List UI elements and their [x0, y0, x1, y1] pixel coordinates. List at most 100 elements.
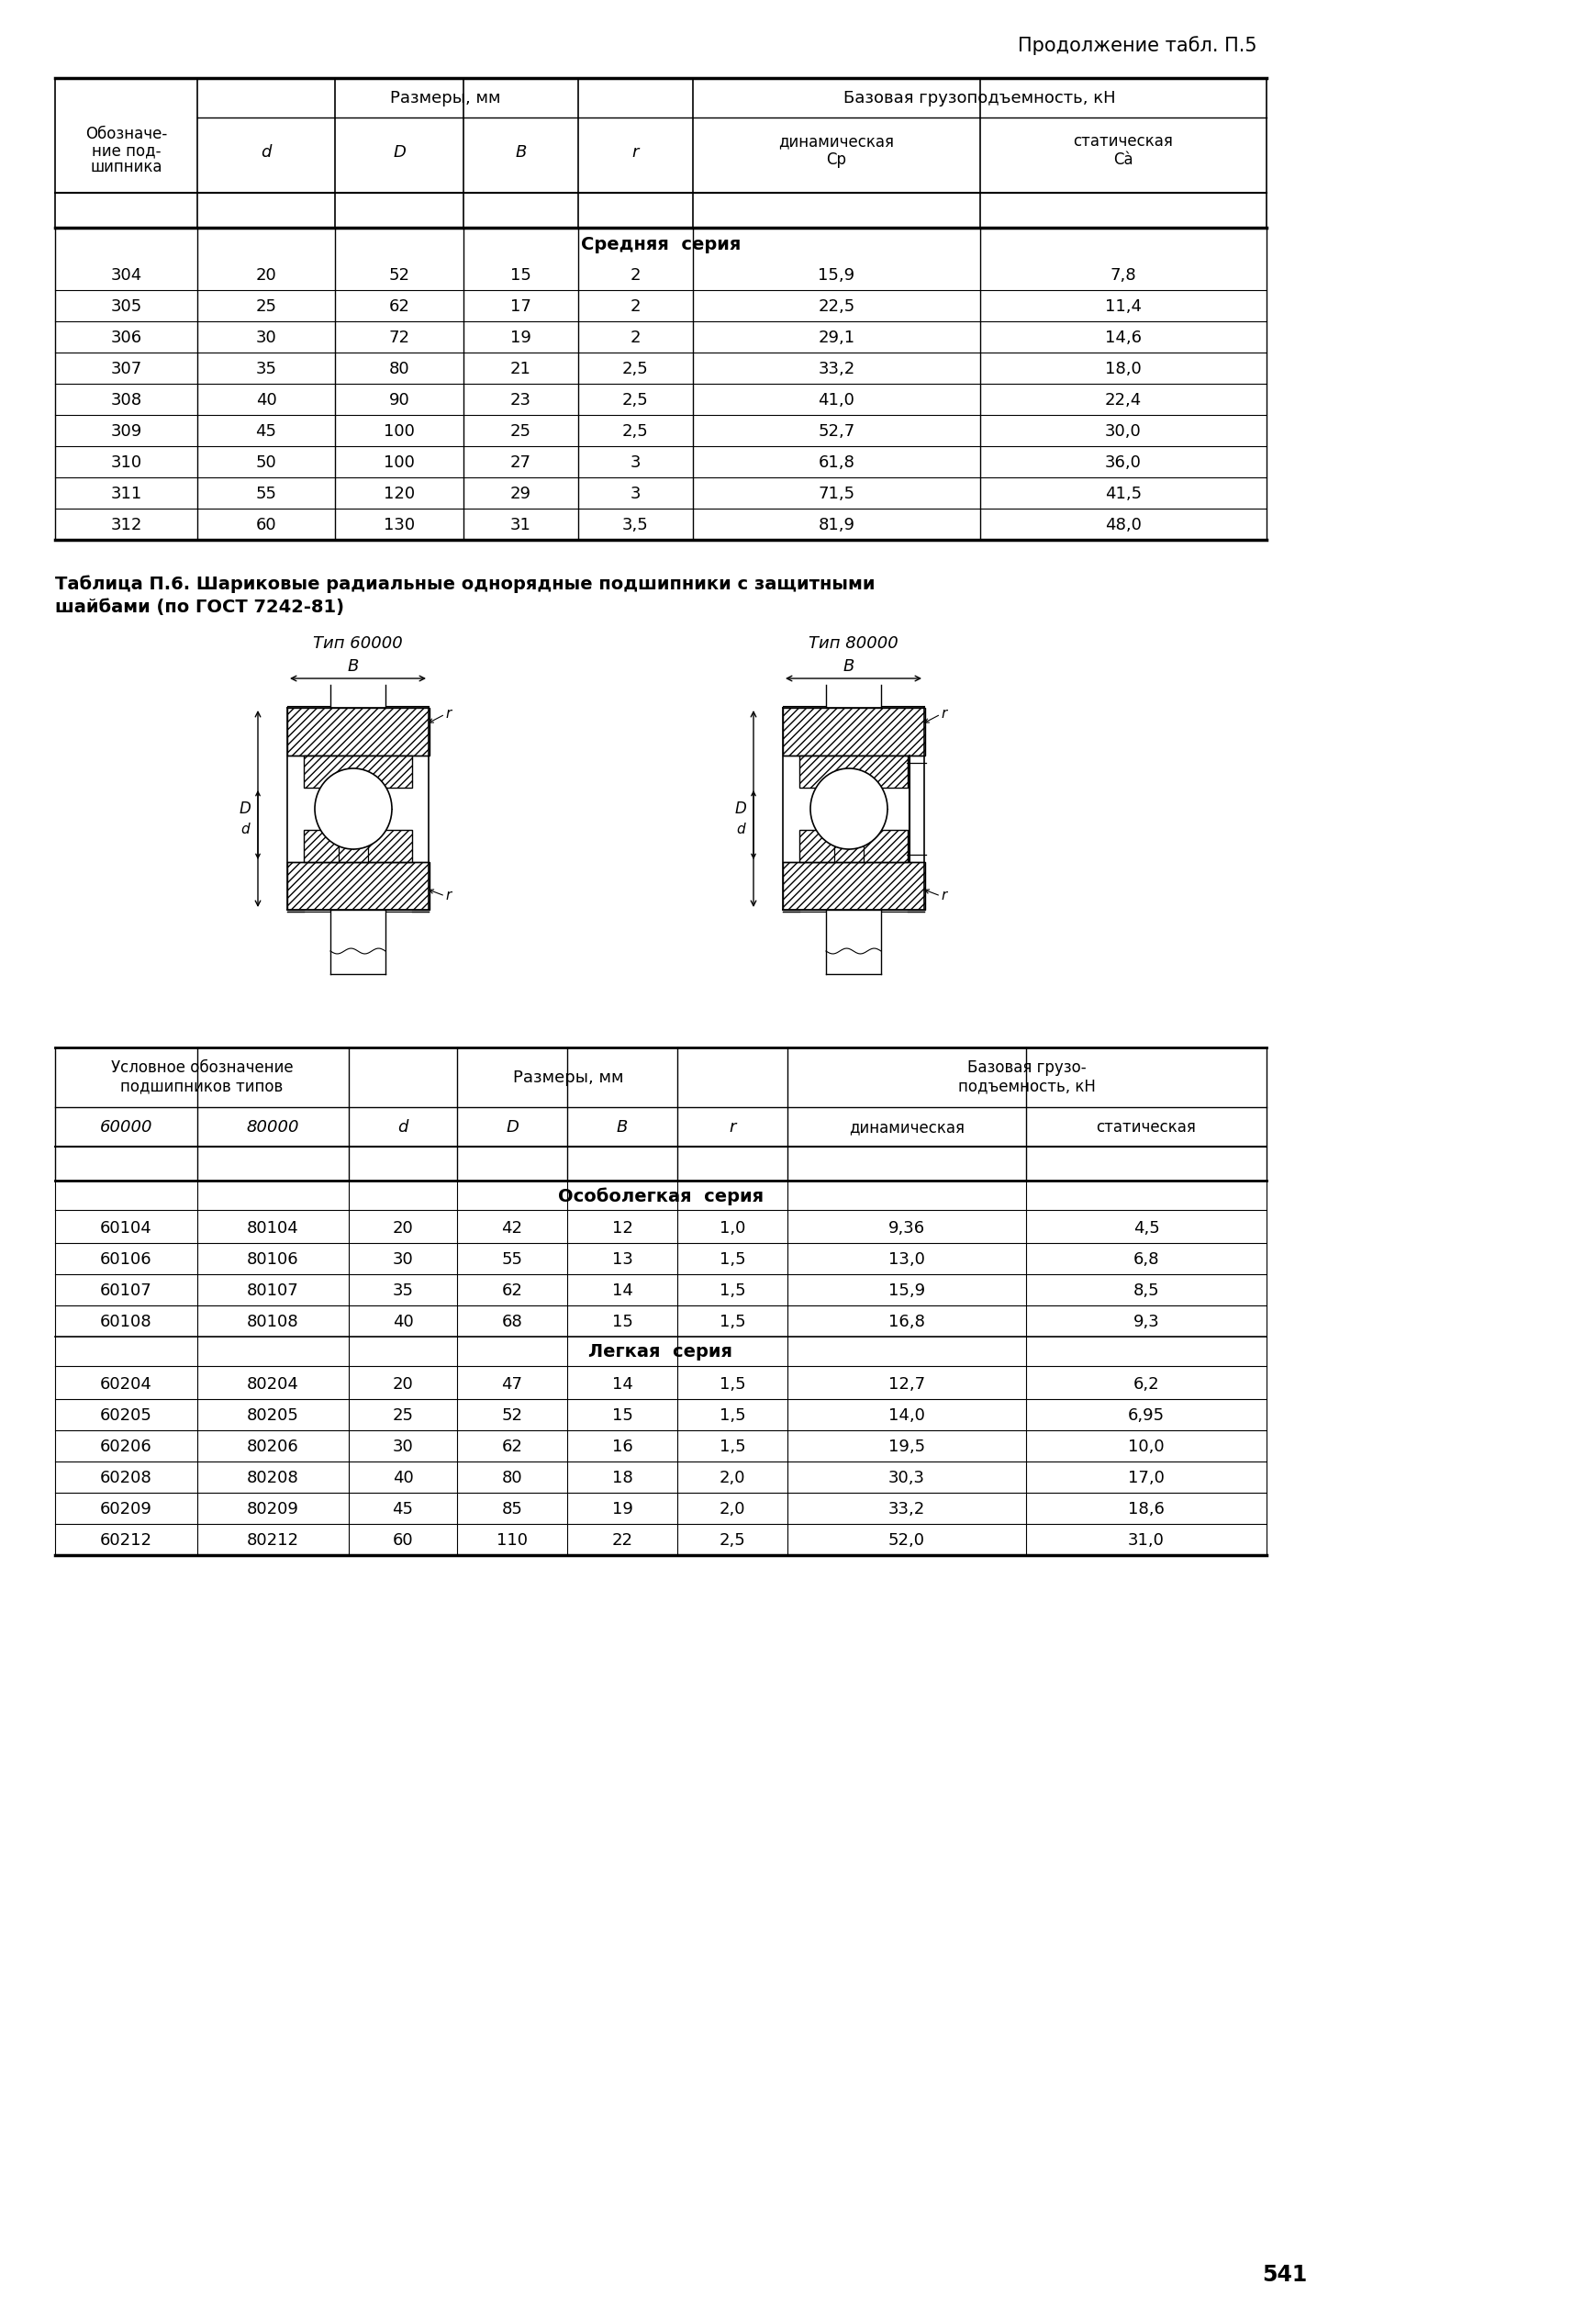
Text: 23: 23 — [511, 392, 531, 408]
Bar — [287, 863, 429, 909]
Text: 60: 60 — [393, 1532, 413, 1548]
Text: Продолжение табл. П.5: Продолжение табл. П.5 — [1018, 37, 1256, 55]
Text: 31,0: 31,0 — [1127, 1532, 1163, 1548]
Text: 80212: 80212 — [247, 1532, 298, 1548]
Text: 1,5: 1,5 — [718, 1407, 745, 1423]
Text: Особолегкая  серия: Особолегкая серия — [557, 1188, 763, 1204]
Text: 305: 305 — [110, 298, 142, 314]
Text: 80000: 80000 — [246, 1119, 300, 1135]
Text: 52: 52 — [501, 1407, 522, 1423]
Text: 25: 25 — [393, 1407, 413, 1423]
Text: B: B — [843, 657, 854, 674]
Text: 55: 55 — [501, 1250, 522, 1269]
Text: 40: 40 — [393, 1313, 413, 1331]
Text: 310: 310 — [110, 454, 142, 471]
Text: 2,5: 2,5 — [622, 360, 648, 378]
Text: 1,5: 1,5 — [718, 1375, 745, 1393]
Text: 2,5: 2,5 — [718, 1532, 745, 1548]
Text: 30: 30 — [393, 1440, 413, 1456]
Text: ние под-: ние под- — [91, 143, 161, 159]
Text: 3: 3 — [630, 454, 640, 471]
Text: 8,5: 8,5 — [1133, 1283, 1159, 1299]
Text: 306: 306 — [110, 330, 142, 346]
Text: 60205: 60205 — [101, 1407, 152, 1423]
Text: 541: 541 — [1261, 2263, 1307, 2286]
Text: 2: 2 — [630, 298, 640, 314]
Text: d: d — [397, 1119, 409, 1135]
Text: 20: 20 — [255, 268, 276, 284]
Text: 2: 2 — [630, 268, 640, 284]
Text: 110: 110 — [496, 1532, 527, 1548]
Text: d: d — [241, 824, 249, 837]
Text: 15,9: 15,9 — [817, 268, 854, 284]
Text: B: B — [616, 1119, 627, 1135]
Text: 29,1: 29,1 — [817, 330, 854, 346]
Text: B: B — [516, 143, 527, 161]
Text: 2,0: 2,0 — [718, 1470, 745, 1486]
Text: 60000: 60000 — [99, 1119, 153, 1135]
Text: 60: 60 — [255, 517, 276, 533]
Text: 62: 62 — [501, 1440, 522, 1456]
Text: 62: 62 — [388, 298, 410, 314]
Text: Cà: Cà — [1112, 152, 1133, 168]
Text: 40: 40 — [393, 1470, 413, 1486]
Text: 90: 90 — [388, 392, 410, 408]
Text: 62: 62 — [501, 1283, 522, 1299]
Text: Размеры, мм: Размеры, мм — [389, 90, 500, 106]
Text: 1,5: 1,5 — [718, 1313, 745, 1331]
Text: 36,0: 36,0 — [1104, 454, 1141, 471]
Text: 33,2: 33,2 — [817, 360, 854, 378]
Text: 17: 17 — [511, 298, 531, 314]
Text: 20: 20 — [393, 1220, 413, 1237]
Text: 80106: 80106 — [247, 1250, 298, 1269]
Text: 3: 3 — [630, 487, 640, 503]
Text: 2,5: 2,5 — [622, 422, 648, 441]
Text: 307: 307 — [110, 360, 142, 378]
Text: 309: 309 — [110, 422, 142, 441]
Text: 30,0: 30,0 — [1104, 422, 1141, 441]
Text: Легкая  серия: Легкая серия — [589, 1343, 733, 1361]
Text: 4,5: 4,5 — [1133, 1220, 1159, 1237]
Ellipse shape — [314, 768, 391, 849]
Text: 80108: 80108 — [247, 1313, 298, 1331]
Text: 80208: 80208 — [247, 1470, 298, 1486]
Text: d: d — [736, 824, 745, 837]
Text: 60208: 60208 — [101, 1470, 152, 1486]
Text: B: B — [348, 657, 359, 674]
Text: 80: 80 — [501, 1470, 522, 1486]
Text: 11,4: 11,4 — [1104, 298, 1141, 314]
Text: Тип 80000: Тип 80000 — [808, 634, 899, 653]
Text: 52: 52 — [388, 268, 410, 284]
Text: 6,8: 6,8 — [1133, 1250, 1159, 1269]
Text: 41,5: 41,5 — [1104, 487, 1141, 503]
Text: 18: 18 — [611, 1470, 632, 1486]
Text: 14: 14 — [611, 1283, 632, 1299]
Text: 2: 2 — [630, 330, 640, 346]
Text: 60204: 60204 — [101, 1375, 152, 1393]
Text: 20: 20 — [393, 1375, 413, 1393]
Bar — [800, 831, 907, 863]
Text: 308: 308 — [110, 392, 142, 408]
Text: 80104: 80104 — [247, 1220, 298, 1237]
Text: 60104: 60104 — [101, 1220, 152, 1237]
Text: 30,3: 30,3 — [887, 1470, 924, 1486]
Text: 27: 27 — [511, 454, 531, 471]
Text: 6,2: 6,2 — [1133, 1375, 1159, 1393]
Text: D: D — [734, 801, 745, 817]
Text: 13,0: 13,0 — [887, 1250, 924, 1269]
Text: 80107: 80107 — [247, 1283, 298, 1299]
Text: Обозначе-: Обозначе- — [85, 127, 168, 143]
Text: 33,2: 33,2 — [887, 1502, 924, 1518]
Text: 80206: 80206 — [247, 1440, 298, 1456]
Text: 2,5: 2,5 — [622, 392, 648, 408]
Text: d: d — [260, 143, 271, 161]
Bar — [303, 754, 412, 787]
Text: 60108: 60108 — [101, 1313, 152, 1331]
Text: Базовая грузоподъемность, кН: Базовая грузоподъемность, кН — [843, 90, 1116, 106]
Text: Базовая грузо-: Базовая грузо- — [967, 1059, 1085, 1075]
Text: 15: 15 — [611, 1407, 632, 1423]
Text: Условное обозначение: Условное обозначение — [110, 1059, 294, 1075]
Text: D: D — [506, 1119, 519, 1135]
Text: 80205: 80205 — [247, 1407, 298, 1423]
Text: 17,0: 17,0 — [1127, 1470, 1163, 1486]
